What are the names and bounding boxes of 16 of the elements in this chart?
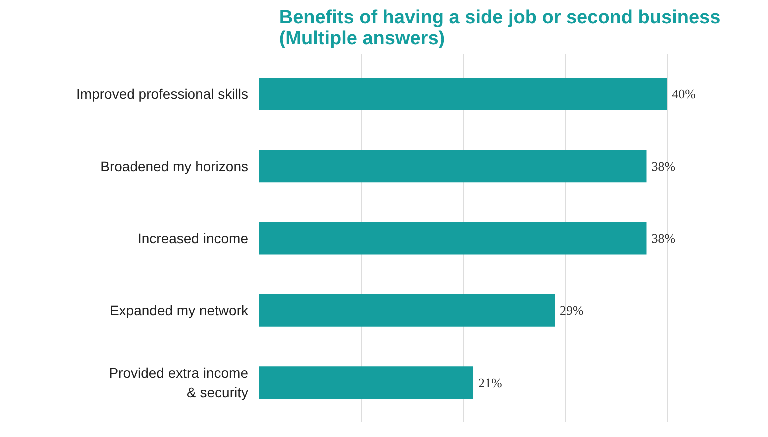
bar <box>260 294 556 327</box>
bar <box>260 150 647 183</box>
y-tick-label: Expanded my network <box>110 302 250 319</box>
y-tick-label: Broadened my horizons <box>100 158 249 174</box>
data-label: 40% <box>672 86 696 102</box>
data-label: 21% <box>478 375 503 390</box>
data-label: 38% <box>652 158 676 174</box>
y-tick-label: Provided extra income & security <box>109 365 249 400</box>
y-tick-label: Increased income <box>138 230 249 246</box>
y-tick-label: Improved professional skills <box>76 86 249 102</box>
bar <box>260 78 668 110</box>
chart-title: Benefits of having a side job or second business (Multiple answers) <box>279 8 721 50</box>
data-label: 29% <box>560 303 584 318</box>
data-label: 38% <box>652 231 676 246</box>
bar <box>260 366 474 400</box>
bar <box>260 222 647 255</box>
